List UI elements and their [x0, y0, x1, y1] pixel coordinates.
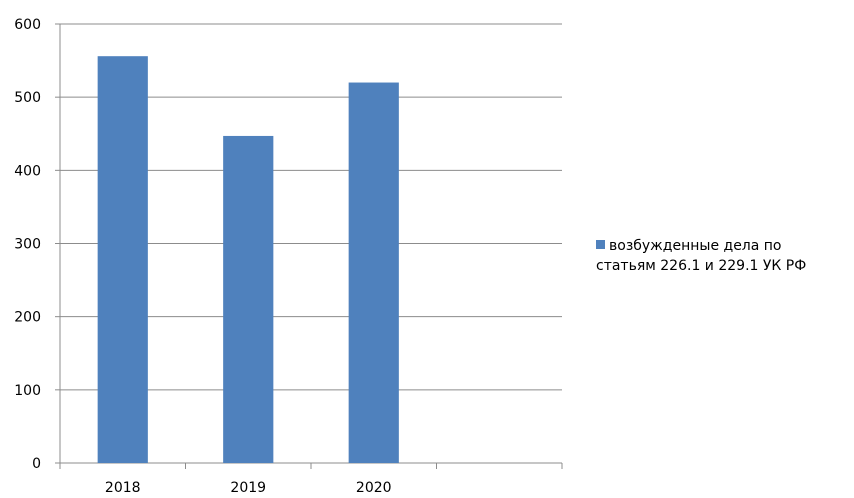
y-tick-label: 600 [14, 17, 41, 33]
y-tick-label: 200 [14, 310, 41, 326]
legend-swatch-icon [596, 240, 605, 249]
y-tick-label: 300 [14, 237, 41, 253]
y-tick-label: 100 [14, 383, 41, 399]
x-tick-label: 2020 [356, 480, 392, 496]
x-tick-label: 2019 [230, 480, 266, 496]
legend-entry: возбужденные дела по [596, 236, 846, 256]
y-tick-label: 400 [14, 163, 41, 179]
bar-2020 [348, 82, 399, 464]
legend-label-line1: возбужденные дела по [609, 238, 782, 254]
bar-2018 [97, 56, 148, 464]
bar-2019 [223, 135, 274, 463]
y-tick-label: 0 [32, 456, 41, 472]
x-tick-label: 2018 [105, 480, 141, 496]
legend: возбужденные дела по статьям 226.1 и 229… [596, 236, 846, 276]
legend-label-line2: статьям 226.1 и 229.1 УК РФ [596, 258, 807, 274]
y-tick-label: 500 [14, 90, 41, 106]
